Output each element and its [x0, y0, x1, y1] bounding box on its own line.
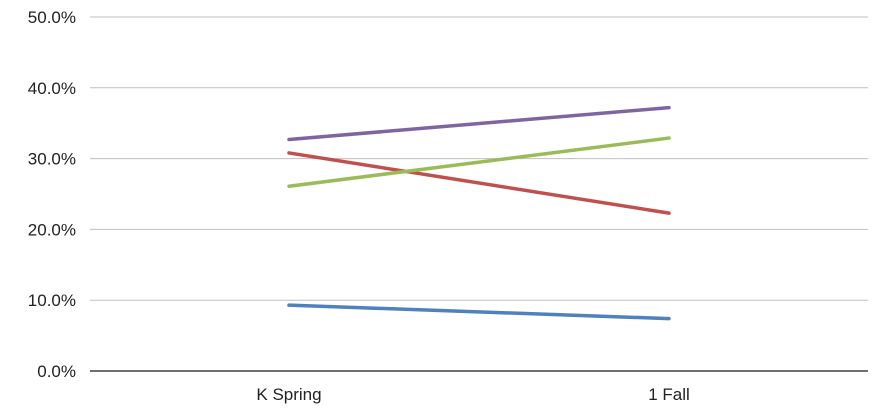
- y-tick-label: 0.0%: [37, 362, 76, 381]
- y-tick-label: 50.0%: [28, 8, 76, 27]
- series-line-4: [287, 105, 671, 142]
- y-tick-label: 30.0%: [28, 150, 76, 169]
- x-tick-labels: K Spring 1 Fall: [256, 385, 689, 404]
- y-tick-label: 40.0%: [28, 79, 76, 98]
- x-tick-label: 1 Fall: [648, 385, 690, 404]
- series-line-2: [287, 151, 671, 215]
- x-tick-label: K Spring: [256, 385, 321, 404]
- series-line-3: [287, 136, 671, 188]
- y-tick-label: 20.0%: [28, 220, 76, 239]
- series-line-1: [287, 303, 671, 321]
- y-tick-labels: 0.0% 10.0% 20.0% 30.0% 40.0% 50.0%: [28, 8, 76, 381]
- gridlines: [90, 16, 868, 301]
- y-tick-label: 10.0%: [28, 291, 76, 310]
- series-lines: [287, 105, 671, 321]
